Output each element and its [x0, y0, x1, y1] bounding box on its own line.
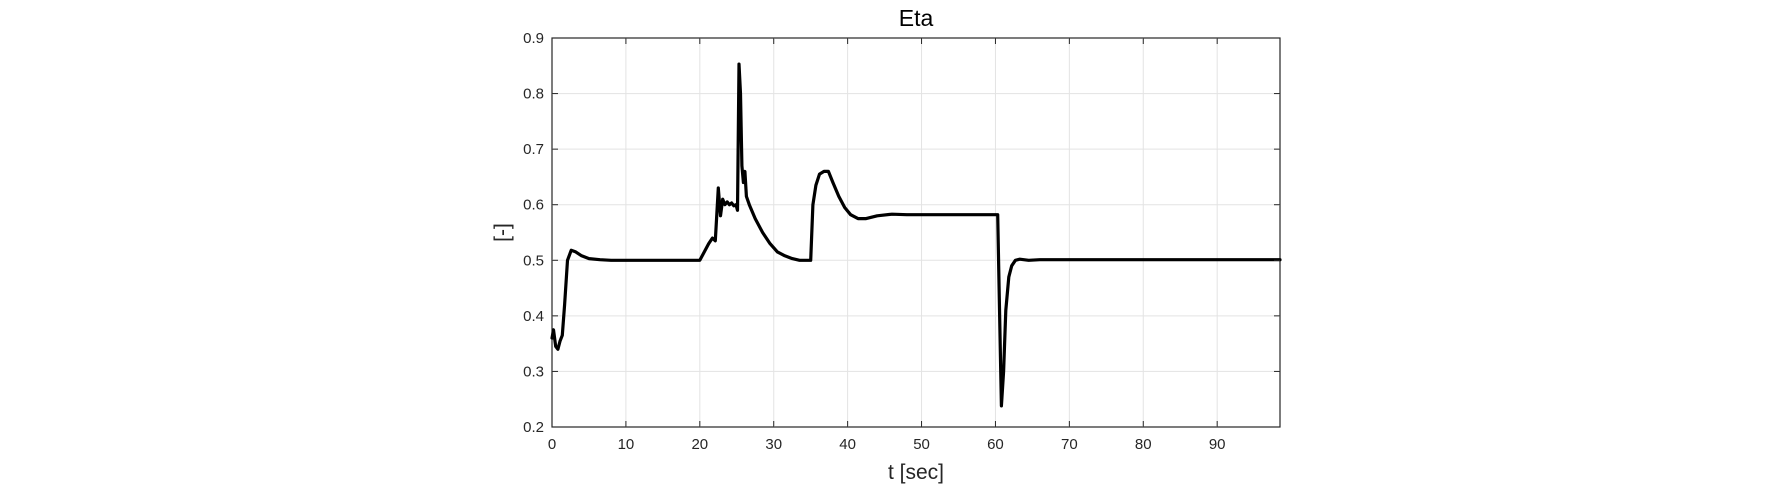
y-axis-label: [-] — [491, 223, 514, 242]
series-line — [550, 62, 1282, 408]
x-tick-label: 0 — [548, 436, 556, 453]
series-layer — [550, 62, 1282, 408]
y-axis: 0.2 0.3 0.4 0.5 0.6 0.7 0.8 0.9 — [523, 30, 1280, 436]
x-tick-label: 60 — [987, 436, 1004, 453]
chart-title: Eta — [899, 5, 934, 31]
y-tick-label: 0.8 — [523, 86, 544, 103]
y-tick-label: 0.6 — [523, 197, 544, 214]
x-tick-label: 50 — [913, 436, 930, 453]
y-tick-label: 0.5 — [523, 252, 544, 269]
x-axis: 0 10 20 30 40 50 60 70 80 90 — [548, 38, 1226, 453]
x-tick-label: 10 — [618, 436, 635, 453]
x-tick-label: 30 — [765, 436, 782, 453]
x-tick-label: 40 — [839, 436, 856, 453]
x-axis-label: t [sec] — [888, 461, 944, 484]
plot-area — [551, 37, 1281, 428]
y-tick-label: 0.4 — [523, 308, 544, 325]
x-tick-label: 80 — [1135, 436, 1152, 453]
x-tick-label: 70 — [1061, 436, 1078, 453]
y-tick-label: 0.3 — [523, 363, 544, 380]
y-tick-label: 0.9 — [523, 30, 544, 47]
y-tick-label: 0.2 — [523, 419, 544, 436]
x-tick-label: 90 — [1209, 436, 1226, 453]
y-tick-label: 0.7 — [523, 141, 544, 158]
x-tick-label: 20 — [691, 436, 708, 453]
